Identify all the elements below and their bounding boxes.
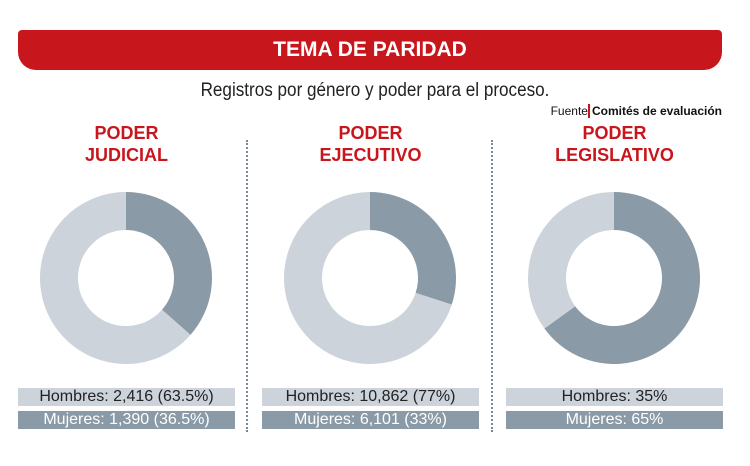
source-value: Comités de evaluación — [587, 104, 722, 118]
donut-slice-hombres — [284, 192, 452, 365]
panel-ejecutivo: PODER EJECUTIVO Hombres: 10,862 (77%) Muj… — [262, 122, 479, 429]
separator — [491, 140, 493, 432]
source-label: Fuente — [550, 104, 588, 118]
title-line: PODER — [94, 123, 159, 143]
title-line: LEGISLATIVO — [555, 145, 674, 165]
panel-judicial: PODER JUDICIAL Hombres: 2,416 (63.5%) Muj… — [18, 122, 235, 429]
donut-slice-hombres — [528, 192, 614, 329]
separator — [246, 140, 248, 432]
hombres-label: Hombres: 10,862 (77%) — [262, 388, 479, 406]
donut-slice-mujeres — [126, 192, 212, 335]
mujeres-label: Mujeres: 6,101 (33%) — [262, 411, 479, 429]
mujeres-label: Mujeres: 65% — [506, 411, 723, 429]
title-line: JUDICIAL — [84, 145, 168, 165]
title-banner: TEMA DE PARIDAD — [18, 30, 722, 70]
subtitle: Registros por género y poder para el pro… — [200, 80, 550, 101]
mujeres-label: Mujeres: 1,390 (36.5%) — [18, 411, 235, 429]
title-line: PODER — [582, 123, 647, 143]
source-note: Fuente Comités de evaluación — [551, 104, 722, 118]
panel-legislativo: PODER LEGISLATIVO Hombres: 35% Mujeres: 6… — [506, 122, 723, 429]
title-line: EJECUTIVO — [319, 145, 422, 165]
hombres-label: Hombres: 35% — [506, 388, 723, 406]
panel-title: PODER EJECUTIVO — [262, 122, 479, 166]
title-line: PODER — [338, 123, 403, 143]
panel-title: PODER LEGISLATIVO — [506, 122, 723, 166]
hombres-label: Hombres: 2,416 (63.5%) — [18, 388, 235, 406]
donut-slice-mujeres — [544, 191, 700, 364]
donut-slice-hombres — [40, 192, 191, 365]
donut-slice-mujeres — [370, 192, 456, 305]
panel-title: PODER JUDICIAL — [18, 122, 235, 166]
